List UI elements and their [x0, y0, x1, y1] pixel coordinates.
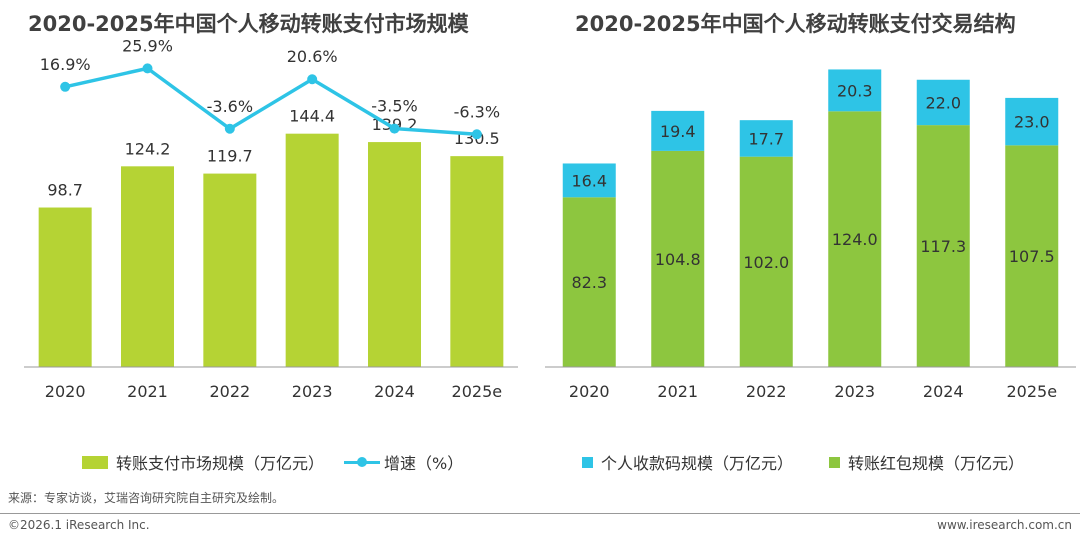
qr-code-label-2022: 17.7	[748, 129, 784, 148]
red-packet-label-2024: 117.3	[920, 237, 966, 256]
legend-red-label: 转账红包规模（万亿元）	[848, 454, 1025, 473]
growth-label-2024: -3.5%	[371, 97, 417, 116]
growth-point-2024	[389, 123, 400, 134]
red-packet-label-2020: 82.3	[571, 273, 607, 292]
growth-label-2025e: -6.3%	[454, 102, 500, 121]
growth-point-2025e	[471, 129, 482, 140]
bar-label-2023: 144.4	[289, 107, 335, 126]
x-tick-2021: 2021	[127, 382, 168, 401]
legend-line-swatch	[344, 455, 381, 469]
qr-code-bar-2020	[562, 163, 616, 198]
x-tick-2024: 2024	[374, 382, 415, 401]
bar-2024	[368, 142, 421, 367]
red-packet-label-2022: 102.0	[743, 253, 789, 272]
legend-line-label: 增速（%）	[384, 454, 464, 473]
red-packet-bar-2021	[651, 150, 705, 367]
red-packet-label-2023: 124.0	[832, 230, 878, 249]
qr-code-bar-2021	[651, 110, 705, 151]
growth-point-2023	[307, 74, 318, 85]
right-legend: 个人收款码规模（万亿元） 转账红包规模（万亿元）	[582, 450, 1024, 474]
qr-code-label-2024: 22.0	[925, 93, 961, 112]
red-packet-bar-2025e	[1005, 145, 1059, 367]
growth-point-2020	[60, 81, 71, 92]
legend-bar-label: 转账支付市场规模（万亿元）	[116, 454, 325, 473]
footer-divider	[0, 513, 1080, 514]
red-packet-bar-2022	[739, 156, 793, 367]
red-packet-bar-2020	[562, 197, 616, 367]
growth-label-2021: 25.9%	[122, 36, 173, 55]
growth-label-2020: 16.9%	[40, 55, 91, 74]
x-tick-2022: 2022	[209, 382, 250, 401]
legend-bar-swatch	[82, 455, 108, 469]
qr-code-label-2020: 16.4	[571, 171, 607, 190]
website-text: www.iresearch.com.cn	[937, 518, 1072, 532]
left-legend: 转账支付市场规模（万亿元） 增速（%）	[82, 450, 463, 474]
legend-red-swatch	[829, 456, 841, 468]
x-tick-right-2023: 2023	[834, 382, 875, 401]
qr-code-bar-2022	[739, 120, 793, 157]
x-tick-right-2024: 2024	[923, 382, 964, 401]
growth-label-2023: 20.6%	[287, 47, 338, 66]
qr-code-bar-2025e	[1005, 97, 1059, 146]
red-packet-label-2025e: 107.5	[1009, 247, 1055, 266]
x-tick-right-2021: 2021	[657, 382, 698, 401]
left-chart-title: 2020-2025年中国个人移动转账支付市场规模	[28, 12, 469, 36]
bar-label-2020: 98.7	[47, 181, 83, 200]
qr-code-bar-2023	[828, 69, 882, 112]
growth-line	[64, 66, 477, 137]
right-chart-title: 2020-2025年中国个人移动转账支付交易结构	[575, 12, 1016, 36]
x-tick-right-2025e: 2025e	[1006, 382, 1057, 401]
copyright-text: ©2026.1 iResearch Inc.	[8, 518, 150, 532]
growth-point-2021	[142, 63, 153, 74]
red-packet-bar-2023	[828, 111, 882, 367]
x-tick-right-2020: 2020	[569, 382, 610, 401]
qr-code-label-2025e: 23.0	[1014, 113, 1050, 132]
legend-qr-swatch	[582, 456, 593, 468]
bar-2022	[203, 173, 257, 367]
qr-code-bar-2024	[916, 79, 970, 126]
x-tick-2023: 2023	[292, 382, 333, 401]
x-tick-2025e: 2025e	[452, 382, 503, 401]
x-tick-right-2022: 2022	[746, 382, 787, 401]
bar-2025e	[450, 156, 504, 367]
source-note: 来源：专家访谈，艾瑞咨询研究院自主研究及绘制。	[8, 491, 285, 505]
bar-label-2021: 124.2	[125, 139, 171, 158]
bar-2020	[38, 207, 92, 367]
growth-label-2022: -3.6%	[207, 97, 253, 116]
x-tick-2020: 2020	[45, 382, 86, 401]
growth-point-2022	[224, 123, 235, 134]
qr-code-label-2023: 20.3	[837, 81, 873, 100]
qr-code-label-2021: 19.4	[660, 122, 696, 141]
red-packet-label-2021: 104.8	[655, 250, 701, 269]
red-packet-bar-2024	[916, 125, 970, 367]
bar-2023	[285, 133, 339, 367]
bar-label-2022: 119.7	[207, 147, 253, 166]
bar-2021	[121, 166, 174, 367]
legend-qr-label: 个人收款码规模（万亿元）	[601, 454, 794, 473]
